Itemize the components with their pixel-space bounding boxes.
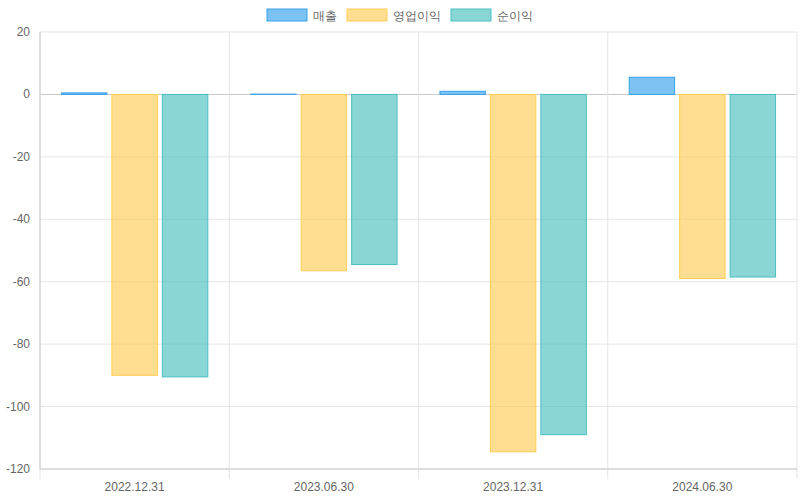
bar (440, 91, 485, 94)
bars (61, 77, 775, 452)
y-tick-label: -100 (6, 400, 30, 414)
bar (251, 94, 296, 95)
legend: 매출 영업이익 순이익 (267, 9, 533, 23)
bar (629, 77, 674, 94)
bar (352, 94, 397, 264)
bar (680, 94, 725, 278)
bar (541, 94, 586, 434)
bar (730, 94, 775, 277)
y-tick-label: 0 (23, 87, 30, 101)
y-axis-line (40, 32, 41, 469)
legend-swatch (451, 9, 491, 21)
grid-line (40, 469, 797, 470)
grid (40, 32, 797, 479)
legend-label: 영업이익 (393, 9, 441, 23)
x-tick-label: 2024.06.30 (672, 480, 732, 494)
legend-swatch (347, 9, 387, 21)
bar (162, 94, 207, 376)
bar (112, 94, 157, 375)
bar (490, 94, 535, 451)
x-axis-line (40, 469, 797, 470)
y-tick-label: -40 (13, 212, 31, 226)
y-tick-label: -60 (13, 275, 31, 289)
category-grid-line (797, 32, 798, 479)
y-tick-label: -120 (6, 462, 30, 476)
category-grid-line (40, 32, 41, 479)
chart: -120 -100 -80 -60 -40 -20 0 20 2022.12.31 2023.06… (0, 0, 800, 500)
y-tick-label: -80 (13, 337, 31, 351)
bar (61, 93, 106, 95)
legend-label: 매출 (313, 9, 337, 23)
bar (301, 94, 346, 270)
x-tick-label: 2023.12.31 (483, 480, 543, 494)
category-grid-line (418, 32, 419, 479)
category-grid-line (607, 32, 608, 479)
legend-swatch (267, 9, 307, 21)
y-tick-label: -20 (13, 150, 31, 164)
x-tick-label: 2023.06.30 (294, 480, 354, 494)
category-grid-line (229, 32, 230, 479)
x-tick-label: 2022.12.31 (105, 480, 165, 494)
legend-label: 순이익 (497, 9, 533, 23)
y-tick-label: 20 (17, 25, 31, 39)
